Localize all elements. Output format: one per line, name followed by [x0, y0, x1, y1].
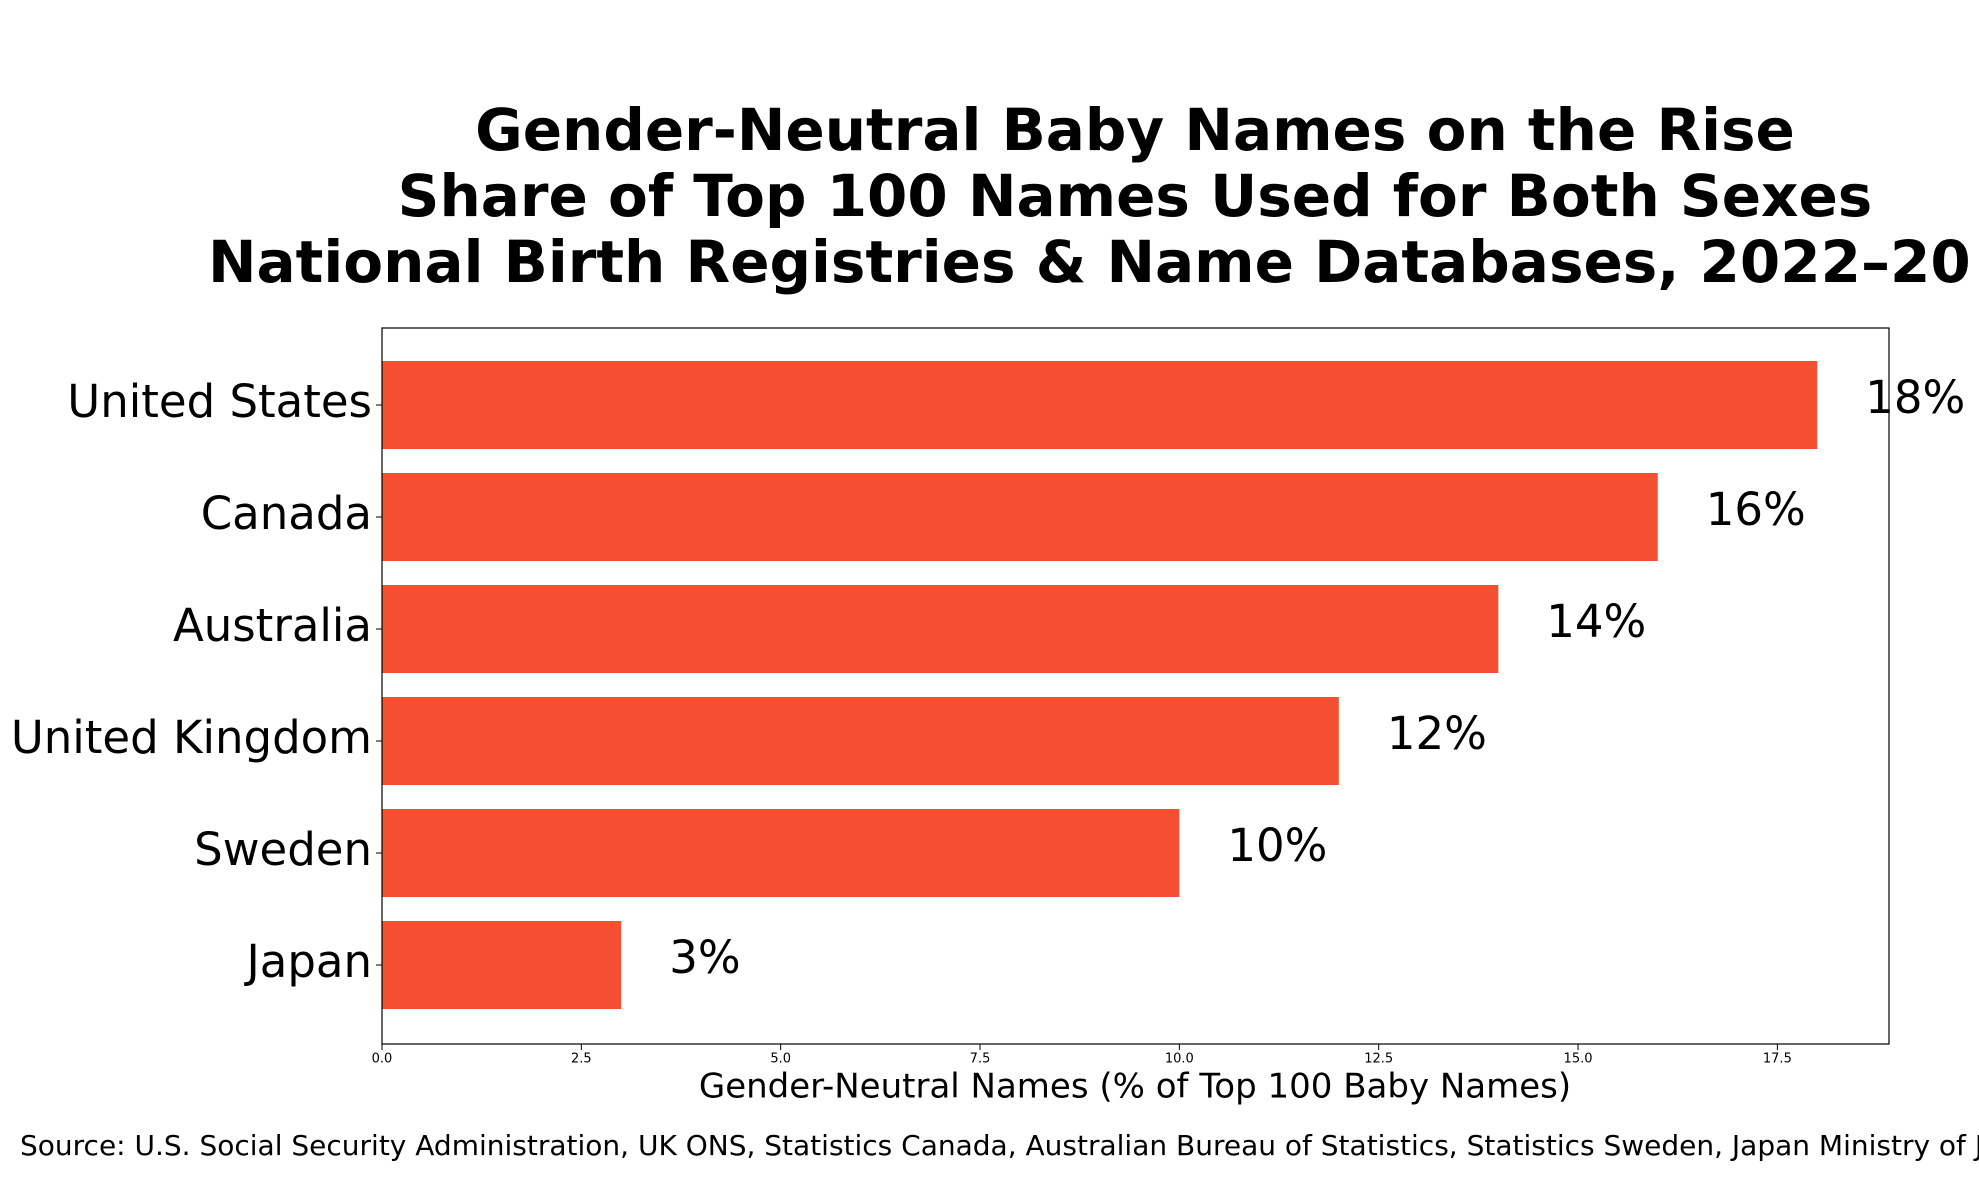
plot-frame [381, 327, 1890, 1045]
y-tick-label: Sweden [194, 823, 372, 876]
x-tick-label: 2.5 [571, 1052, 592, 1067]
value-label: 18% [1865, 371, 1965, 424]
x-tick-label: 7.5 [970, 1052, 991, 1067]
value-label: 16% [1706, 483, 1806, 536]
x-tick-label: 5.0 [770, 1052, 791, 1067]
bar [382, 921, 622, 1009]
value-label: 10% [1227, 819, 1327, 872]
x-tick-label: 0.0 [372, 1052, 393, 1067]
bar [382, 585, 1499, 673]
chart-title: Share of Top 100 Names Used for Both Sex… [398, 162, 1873, 230]
x-tick-label: 10.0 [1165, 1052, 1194, 1067]
bar [382, 473, 1658, 561]
bar [382, 697, 1339, 785]
value-label: 12% [1387, 707, 1487, 760]
bar [382, 809, 1180, 897]
y-tick-label: Canada [201, 487, 372, 540]
bar [382, 361, 1818, 449]
y-tick-label: Australia [173, 599, 372, 652]
source-note: Source: U.S. Social Security Administrat… [20, 1129, 1979, 1162]
x-tick-label: 12.5 [1364, 1052, 1393, 1067]
x-tick-label: 17.5 [1763, 1052, 1792, 1067]
x-tick-label: 15.0 [1564, 1052, 1593, 1067]
value-label: 14% [1546, 595, 1646, 648]
y-tick-label: United States [67, 375, 372, 428]
x-axis-label: Gender-Neutral Names (% of Top 100 Baby … [699, 1067, 1571, 1107]
chart-title: Gender-Neutral Baby Names on the Rise [475, 96, 1795, 164]
chart-title: National Birth Registries & Name Databas… [208, 228, 1971, 296]
y-tick-label: United Kingdom [11, 711, 372, 764]
y-tick-label: Japan [243, 935, 372, 988]
value-label: 3% [669, 931, 740, 984]
